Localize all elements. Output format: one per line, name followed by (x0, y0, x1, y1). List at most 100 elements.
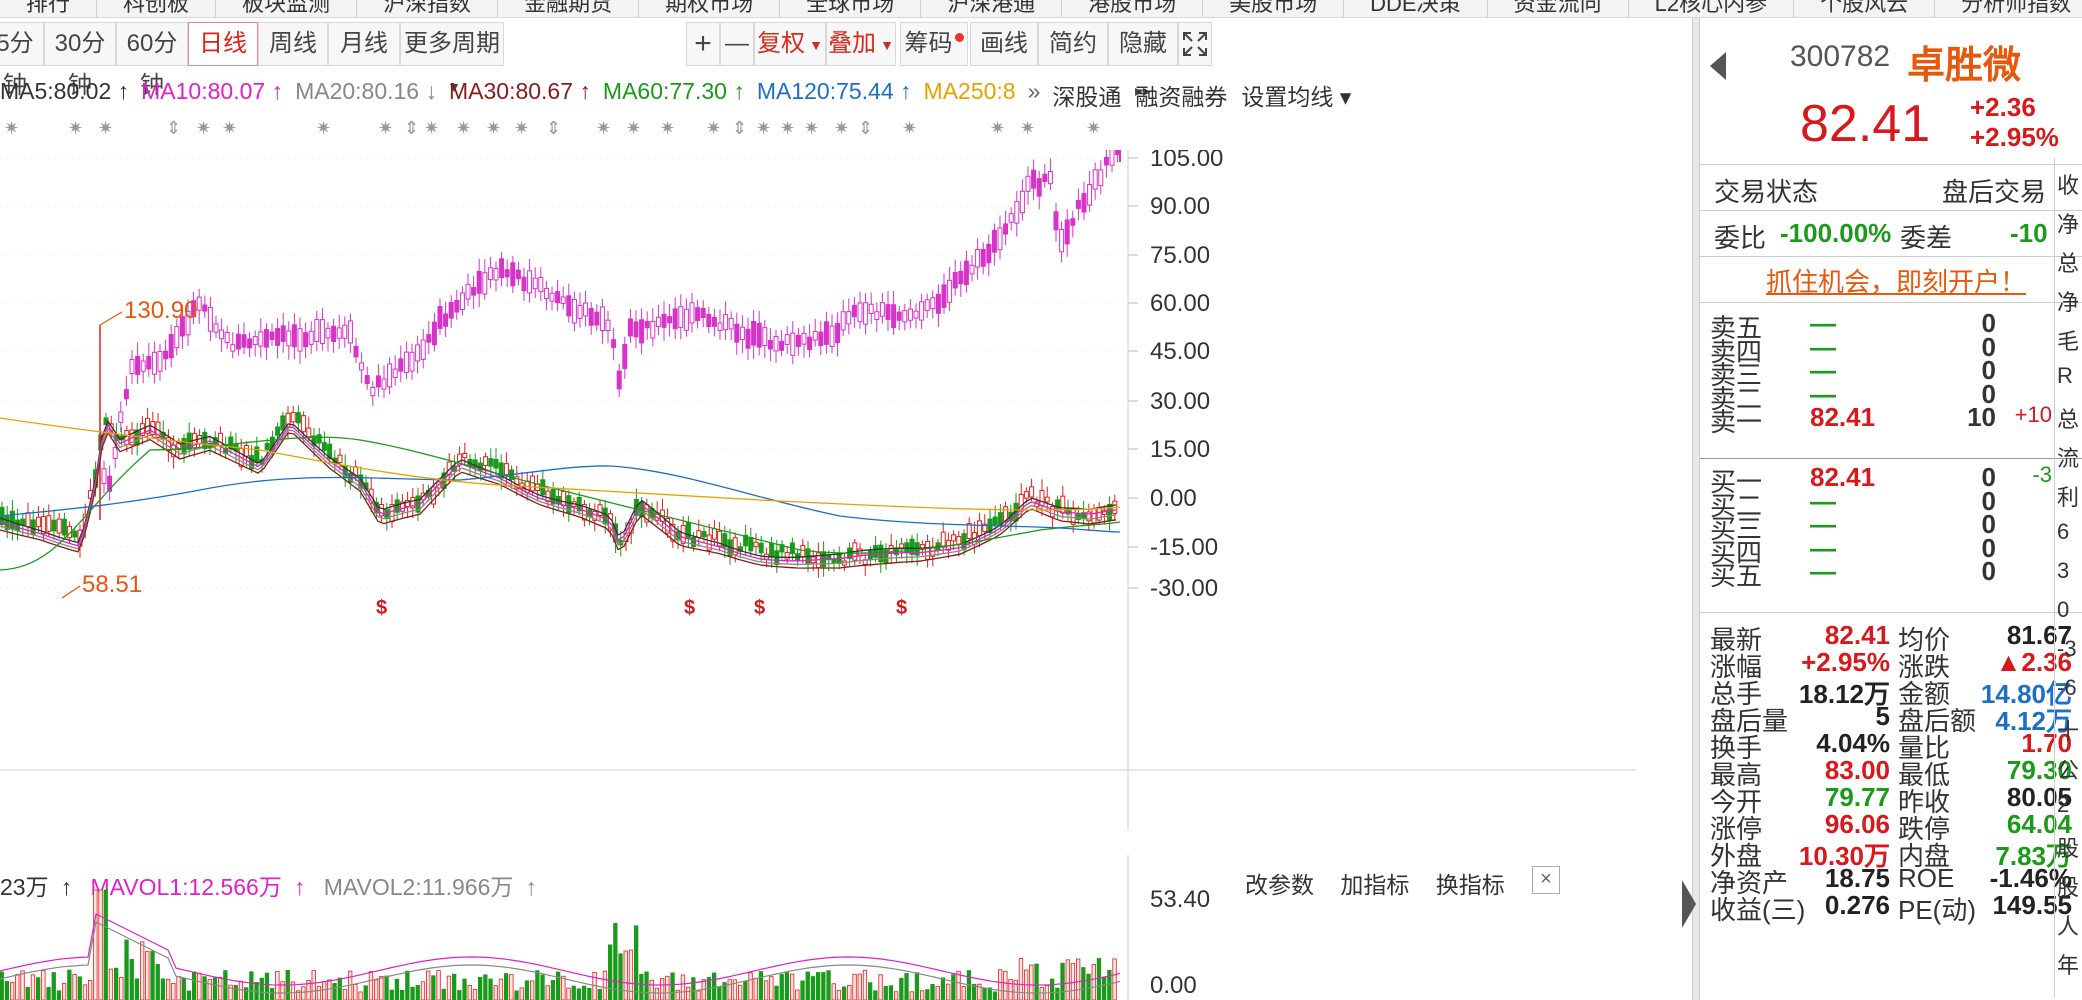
volume-chart[interactable]: 53.40 0.00 (0, 855, 1636, 1000)
event-marker-icon[interactable]: ✷ (804, 118, 820, 138)
panel-divider[interactable] (1692, 18, 1700, 1000)
dividend-marker-icon[interactable]: $ (896, 597, 907, 619)
prev-stock-icon[interactable] (1710, 52, 1726, 80)
stat-label: 最高 (1710, 760, 1763, 790)
market-nav-item[interactable]: DDE决策 (1344, 0, 1488, 17)
event-marker-icon[interactable]: ✷ (660, 118, 676, 138)
event-marker-icon[interactable]: ✷ (424, 118, 440, 138)
event-marker-icon[interactable]: ⇕ (166, 118, 182, 138)
market-nav-item[interactable]: 个股风云 (1794, 0, 1936, 17)
market-nav-item[interactable]: 港股市场 (1062, 0, 1204, 17)
event-marker-icon[interactable]: ✷ (378, 118, 394, 138)
hide-button[interactable]: 隐藏 ▸▸ (1108, 22, 1178, 100)
price-candle (316, 434, 322, 444)
volume-bar (82, 984, 88, 1000)
period-weekly[interactable]: 周线 (258, 22, 328, 66)
event-marker-icon[interactable]: ✷ (756, 118, 772, 138)
event-marker-icon[interactable]: ⇕ (732, 118, 748, 138)
open-account-promo[interactable]: 抓住机会，即刻开户！ (1700, 262, 2082, 297)
simple-mode-button[interactable]: 简约 (1038, 22, 1108, 66)
mavol1-label: MAVOL1:12.566万 (90, 874, 282, 900)
weibi-label: 委比 (1714, 223, 1767, 253)
event-marker-icon[interactable]: ✷ (196, 118, 212, 138)
side-panel-glyph: -3 (2057, 636, 2077, 661)
order-book-row: 买二 — 0 (1700, 486, 2082, 521)
ma-legend-item: MA30:80.67 ↑ (448, 78, 591, 104)
draw-line-button[interactable]: 画线 (970, 22, 1038, 66)
period-monthly[interactable]: 月线 (328, 22, 400, 66)
market-nav-item[interactable]: 排行 (0, 0, 98, 17)
event-marker-icon[interactable]: ⇕ (546, 118, 562, 138)
switch-indicator-button[interactable]: 换指标 (1435, 872, 1505, 898)
chips-button[interactable]: 筹码 (900, 22, 968, 66)
ma-link-2[interactable]: 设置均线 ▾ (1241, 84, 1352, 110)
event-marker-icon[interactable]: ✷ (780, 118, 796, 138)
overlay-candle (723, 314, 729, 331)
event-marker-icon[interactable]: ✷ (98, 118, 114, 138)
market-nav-item[interactable]: 金融期货 (498, 0, 640, 17)
close-icon[interactable]: × (1532, 866, 1560, 894)
volume-bar (217, 976, 223, 1000)
market-nav-item[interactable]: 科创板 (97, 0, 217, 17)
quote-stat-row: 收益(三) 0.276 PE(动) 149.55 (1700, 890, 2082, 925)
event-marker-icon[interactable]: ✷ (834, 118, 850, 138)
dividend-marker-icon[interactable]: $ (684, 597, 695, 619)
fuquan-dropdown[interactable]: 复权 ▼ (754, 22, 826, 66)
overlay-candle (431, 321, 437, 346)
overlay-dropdown[interactable]: 叠加 ▼ (826, 22, 896, 66)
collapse-arrow-icon[interactable] (1682, 880, 1696, 928)
period-60min[interactable]: 60分钟 (116, 22, 188, 99)
event-marker-icon[interactable]: ✷ (4, 118, 20, 138)
market-nav-item[interactable]: 美股市场 (1203, 0, 1345, 17)
event-marker-icon[interactable]: ✷ (1086, 118, 1102, 138)
event-marker-icon[interactable]: ✷ (596, 118, 612, 138)
event-marker-icon[interactable]: ⇕ (404, 118, 420, 138)
zoom-out-button[interactable]: — (720, 22, 754, 66)
event-marker-icon[interactable]: ✷ (706, 118, 722, 138)
overlay-candle (521, 276, 527, 292)
expand-icon[interactable] (1178, 22, 1212, 66)
volume-bar (327, 979, 332, 1000)
add-indicator-button[interactable]: 加指标 (1340, 872, 1410, 898)
event-marker-icon[interactable]: ✷ (626, 118, 642, 138)
dividend-marker-icon[interactable]: $ (376, 597, 387, 619)
period-30min[interactable]: 30分钟 (44, 22, 116, 99)
volume-bar (446, 975, 452, 1000)
zoom-in-button[interactable]: + (686, 22, 720, 66)
event-marker-icon[interactable]: ✷ (514, 118, 530, 138)
dividend-marker-icon[interactable]: $ (754, 597, 765, 619)
volume-bar (243, 987, 249, 1000)
period-daily[interactable]: 日线 (188, 22, 258, 66)
event-marker-icon[interactable]: ✷ (486, 118, 502, 138)
fuquan-label: 复权 (757, 30, 806, 57)
market-nav-item[interactable]: 期权市场 (639, 0, 781, 17)
event-marker-icon[interactable]: ✷ (316, 118, 332, 138)
market-nav-item[interactable]: 板块监测 (216, 0, 358, 17)
event-marker-icon[interactable]: ✷ (222, 118, 238, 138)
event-marker-icon[interactable]: ✷ (902, 118, 918, 138)
stat-value: 18.75 (1824, 863, 1890, 893)
market-nav-item[interactable]: 资金流向 (1488, 0, 1629, 17)
market-nav-item[interactable]: L2核心内参 (1629, 0, 1795, 17)
market-nav-item[interactable]: 沪深指数 (357, 0, 499, 17)
event-marker-icon[interactable]: ✷ (990, 118, 1006, 138)
period-5min[interactable]: 5分钟 (0, 22, 44, 99)
ma-link-1[interactable]: 融资融券 (1135, 84, 1228, 110)
event-marker-icon[interactable]: ✷ (456, 118, 472, 138)
market-nav-item[interactable]: 沪深港通 (921, 0, 1063, 17)
volume-bar (342, 989, 348, 1000)
event-marker-icon[interactable]: ✷ (68, 118, 84, 138)
market-nav-item[interactable]: 全球市场 (780, 0, 922, 17)
more-periods-dropdown[interactable]: 更多周期 ▼ (400, 22, 504, 95)
volume-bar (743, 981, 748, 1000)
ma-link-0[interactable]: 深股通 (1052, 84, 1122, 110)
event-marker-icon[interactable]: ⇕ (858, 118, 874, 138)
double-chevron-down-icon[interactable]: » (1027, 78, 1041, 104)
market-nav-item[interactable]: 分析师指数 (1935, 0, 2082, 17)
promo-link[interactable]: 抓住机会，即刻开户！ (1766, 267, 2027, 297)
volume-bar (732, 979, 738, 1000)
candlestick-chart[interactable]: 177.52105.00 90.00 75.00 60.00 45.00 30.00 15.… (0, 150, 1636, 830)
event-marker-icon[interactable]: ✷ (1020, 118, 1036, 138)
edit-params-button[interactable]: 改参数 (1245, 872, 1314, 898)
overlay-candle (846, 311, 852, 325)
